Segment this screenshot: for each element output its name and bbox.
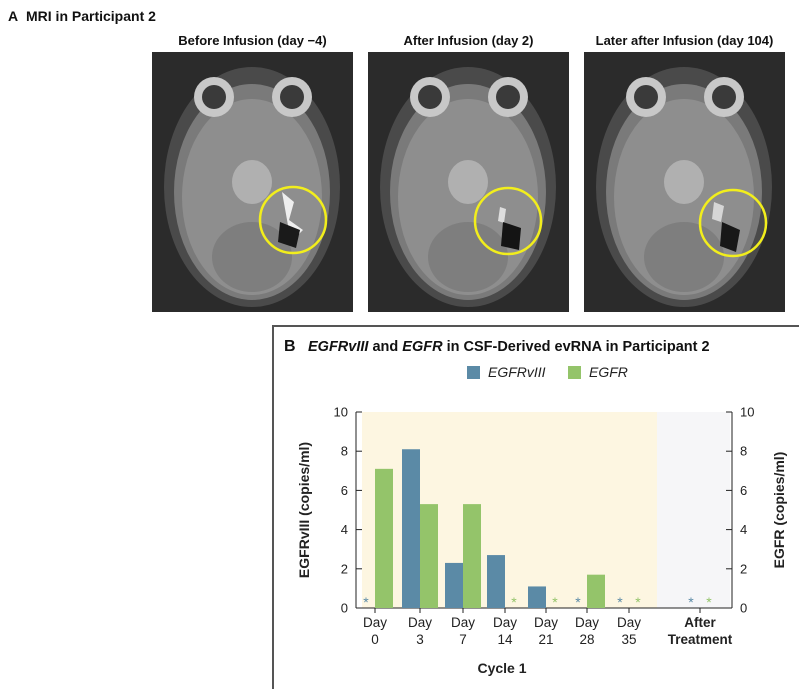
undetected-marker-egfrviii: * [363, 594, 369, 610]
mri-image-later [584, 52, 785, 312]
x-tick-label-line2: 7 [459, 632, 467, 647]
x-tick-label-line2: 28 [579, 632, 594, 647]
x-axis-label: Cycle 1 [477, 660, 526, 676]
bar-egfr [587, 574, 605, 608]
x-tick-label-line1: Day [493, 615, 517, 630]
y-tick-label-right: 8 [740, 444, 747, 459]
y-axis-label-left: EGFRvIII (copies/ml) [296, 442, 312, 578]
bar-egfr [375, 468, 393, 608]
title-part-egfr: EGFR [402, 339, 443, 355]
mri-caption-later: Later after Infusion (day 104) [595, 33, 774, 48]
lesion-circle-later [698, 188, 768, 258]
undetected-marker-egfr: * [635, 594, 641, 610]
undetected-marker-egfr: * [511, 594, 517, 610]
legend-label-2: EGFR [589, 364, 628, 380]
title-part-egfrviii: EGFRvIII [308, 339, 369, 355]
shading-region-2 [657, 412, 730, 608]
y-tick-label-right: 6 [740, 483, 747, 498]
x-tick-label-line1: Day [575, 615, 599, 630]
mri-caption-after: After Infusion (day 2) [403, 33, 534, 48]
legend-swatch-2 [568, 366, 581, 379]
x-tick-label-line1: Day [617, 615, 641, 630]
y-tick-label-right: 2 [740, 561, 747, 576]
undetected-marker-egfr: * [706, 594, 712, 610]
x-tick-label-line1: Day [363, 615, 387, 630]
y-tick-label-left: 6 [341, 483, 348, 498]
bar-egfrviii [402, 449, 420, 608]
y-axis-label-right: EGFR (copies/ml) [771, 452, 787, 569]
legend-swatch-1 [467, 366, 480, 379]
bar-egfr [420, 504, 438, 608]
bar-egfr [463, 504, 481, 608]
bar-egfrviii [528, 586, 546, 608]
y-tick-label-left: 0 [341, 601, 348, 616]
undetected-marker-egfr: * [552, 594, 558, 610]
panel-a-letter: A [8, 8, 19, 24]
bar-egfrviii [487, 555, 505, 608]
undetected-marker-egfrviii: * [688, 594, 694, 610]
mri-scan-before [152, 52, 353, 312]
x-tick-label-line2: 35 [621, 632, 636, 647]
x-tick-label-line2: 21 [538, 632, 553, 647]
legend-label-1: EGFRvIII [488, 364, 546, 380]
panel-b-title: EGFRvIII and EGFR in CSF-Derived evRNA i… [308, 339, 710, 355]
y-tick-label-left: 8 [341, 444, 348, 459]
bar-egfrviii [445, 562, 463, 608]
title-part-rest: in CSF-Derived evRNA in Participant 2 [442, 339, 710, 355]
y-tick-label-left: 4 [341, 522, 348, 537]
undetected-marker-egfrviii: * [617, 594, 623, 610]
x-tick-label-line2: 14 [497, 632, 513, 647]
bar-chart: EGFRvIII EGFR 0 0 2 2 4 4 6 6 8 8 10 10 * Day 0 Day 3 Day 7 *… [296, 364, 787, 676]
lesion-circle-after [473, 186, 543, 256]
x-tick-label-line1: Day [451, 615, 475, 630]
mri-image-after [368, 52, 569, 312]
undetected-marker-egfrviii: * [575, 594, 581, 610]
x-tick-label-line1: Day [408, 615, 432, 630]
panel-b-frame [272, 325, 799, 689]
y-tick-label-right: 0 [740, 601, 747, 616]
y-tick-label-left: 10 [334, 405, 348, 420]
x-tick-label-line2: 0 [371, 632, 379, 647]
mri-caption-before: Before Infusion (day −4) [178, 33, 327, 48]
y-tick-label-right: 4 [740, 522, 747, 537]
lesion-circle-before [258, 185, 328, 255]
mri-scan-later [584, 52, 785, 312]
mri-scan-after [368, 52, 569, 312]
title-part-and: and [368, 339, 403, 355]
x-tick-label-line1: Day [534, 615, 558, 630]
y-tick-label-left: 2 [341, 561, 348, 576]
mri-image-before [152, 52, 353, 312]
x-tick-label-line2: Treatment [668, 632, 733, 647]
x-tick-label-line1: After [684, 615, 716, 630]
x-tick-label-line2: 3 [416, 632, 424, 647]
panel-a-title: MRI in Participant 2 [26, 8, 156, 24]
y-tick-label-right: 10 [740, 405, 754, 420]
panel-b-letter: B [284, 338, 296, 355]
